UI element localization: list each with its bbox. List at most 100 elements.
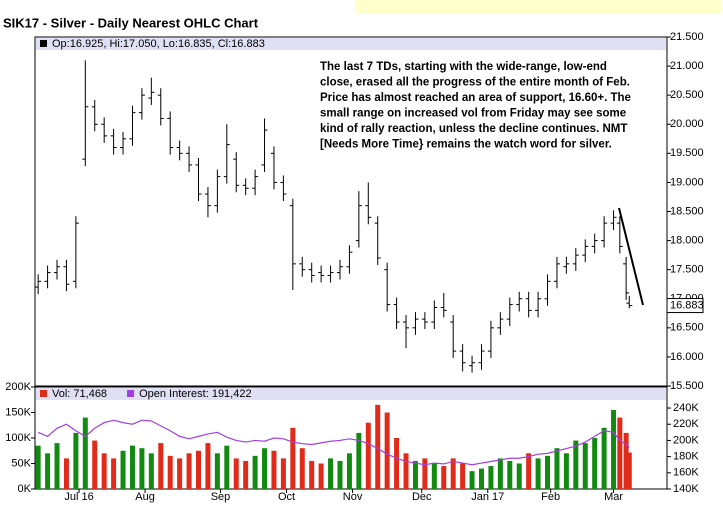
volume-bar <box>394 438 400 489</box>
banner <box>355 0 721 14</box>
volume-bar <box>563 453 569 489</box>
x-tick-label: Aug <box>135 491 155 503</box>
volume-bar <box>54 443 60 489</box>
y-tick-label: 150K <box>5 406 31 418</box>
volume-bar <box>35 445 41 489</box>
y-tick-label: 21.000 <box>670 60 704 72</box>
volume-bar <box>280 458 286 489</box>
volume-bar <box>431 463 437 489</box>
y-tick-label: 18.500 <box>670 205 704 217</box>
y-tick-label: 20.500 <box>670 89 704 101</box>
y2-tick-label: 180K <box>673 451 699 463</box>
volume-bar <box>82 417 88 489</box>
y2-tick-label: 140K <box>673 483 699 495</box>
volume-bar <box>573 440 579 489</box>
x-tick-label: Nov <box>343 491 363 503</box>
y-tick-label: 18.000 <box>670 234 704 246</box>
x-tick-label: Jul 16 <box>64 491 93 503</box>
volume-bar <box>450 458 456 489</box>
x-tick-label: Oct <box>278 491 295 503</box>
y2-tick-label: 160K <box>673 467 699 479</box>
volume-bar <box>196 450 202 489</box>
volume-bar <box>45 453 51 489</box>
volume-bar <box>120 450 126 489</box>
volume-bar <box>148 453 154 489</box>
volume-bar <box>167 455 173 489</box>
volume-bar <box>460 463 466 489</box>
volume-bar <box>623 432 629 489</box>
legend-label: Vol: 71,468 <box>52 388 107 400</box>
x-tick-label: Dec <box>412 491 432 503</box>
volume-bar <box>328 458 334 489</box>
legend-swatch <box>127 390 135 397</box>
x-tick-label: Mar <box>604 491 623 503</box>
volume-bar <box>290 427 296 489</box>
volume-bar <box>545 455 551 489</box>
volume-bar <box>214 453 220 489</box>
volume-bar <box>158 443 164 489</box>
volume-bar <box>582 443 588 489</box>
volume-bar <box>233 458 239 489</box>
volume-bar <box>469 471 475 489</box>
y-tick-label: 16.000 <box>670 351 704 363</box>
volume-bar <box>262 448 268 489</box>
volume-bar <box>403 453 409 489</box>
legend-label: Open Interest: 191,422 <box>139 388 252 400</box>
y-tick-label: 19.000 <box>670 176 704 188</box>
volume-bar <box>73 432 79 489</box>
y2-tick-label: 220K <box>673 418 699 430</box>
volume-bar <box>478 468 484 489</box>
annotation: The last 7 TDs, starting with the wide-r… <box>320 61 607 73</box>
y-tick-label: 21.500 <box>670 31 704 43</box>
last-price-box <box>666 298 704 314</box>
volume-bar <box>422 458 428 489</box>
volume-bar <box>129 445 135 489</box>
volume-bar <box>63 458 69 489</box>
volume-bar <box>412 460 418 489</box>
y-tick-label: 200K <box>5 381 31 393</box>
annotation: kind of rally reaction, unless the decli… <box>320 123 627 135</box>
annotation: small range on increased vol from Friday… <box>320 108 626 120</box>
volume-bar <box>516 463 522 489</box>
volume-bar <box>601 427 607 489</box>
price-legend: Op:16.925, Hi:17.050, Lo:16.835, Cl:16.8… <box>52 38 265 50</box>
volume-bar <box>252 455 258 489</box>
volume-legend-band <box>36 388 666 400</box>
volume-bar <box>535 458 541 489</box>
oi-line <box>37 419 630 466</box>
legend-swatch <box>40 390 47 397</box>
annotation: Price has almost reached an area of supp… <box>320 92 631 104</box>
volume-bar <box>507 460 513 489</box>
volume-bar <box>365 422 371 489</box>
x-tick-label: Feb <box>541 491 560 503</box>
volume-bar <box>375 404 381 489</box>
volume-bar <box>186 453 192 489</box>
volume-bar <box>224 445 230 489</box>
volume-bar <box>488 466 494 489</box>
volume-bar <box>101 453 107 489</box>
volume-bar <box>318 463 324 489</box>
legend-swatch <box>40 40 47 47</box>
volume-bar <box>617 417 623 489</box>
volume-bar <box>309 460 315 489</box>
volume-bar <box>271 450 277 489</box>
volume-bar <box>299 448 305 489</box>
volume-bar <box>177 458 183 489</box>
y2-tick-label: 200K <box>673 434 699 446</box>
chart-title: SIK17 - Silver - Daily Nearest OHLC Char… <box>3 15 259 30</box>
y-tick-label: 50K <box>11 457 31 469</box>
price-legend-band <box>36 38 666 50</box>
y-tick-label: 100K <box>5 432 31 444</box>
x-tick-label: Jan 17 <box>471 491 504 503</box>
annotation: [Needs More Time} remains the watch word… <box>320 139 612 151</box>
volume-bar <box>346 453 352 489</box>
volume-bar <box>497 458 503 489</box>
y-tick-label: 15.500 <box>670 380 704 392</box>
price-panel <box>34 36 668 387</box>
annotation: close, erased all the progress of the en… <box>320 77 630 89</box>
volume-bar <box>139 448 145 489</box>
trend-line <box>618 207 644 306</box>
y-tick-label: 17.500 <box>670 264 704 276</box>
volume-bar <box>626 452 632 489</box>
